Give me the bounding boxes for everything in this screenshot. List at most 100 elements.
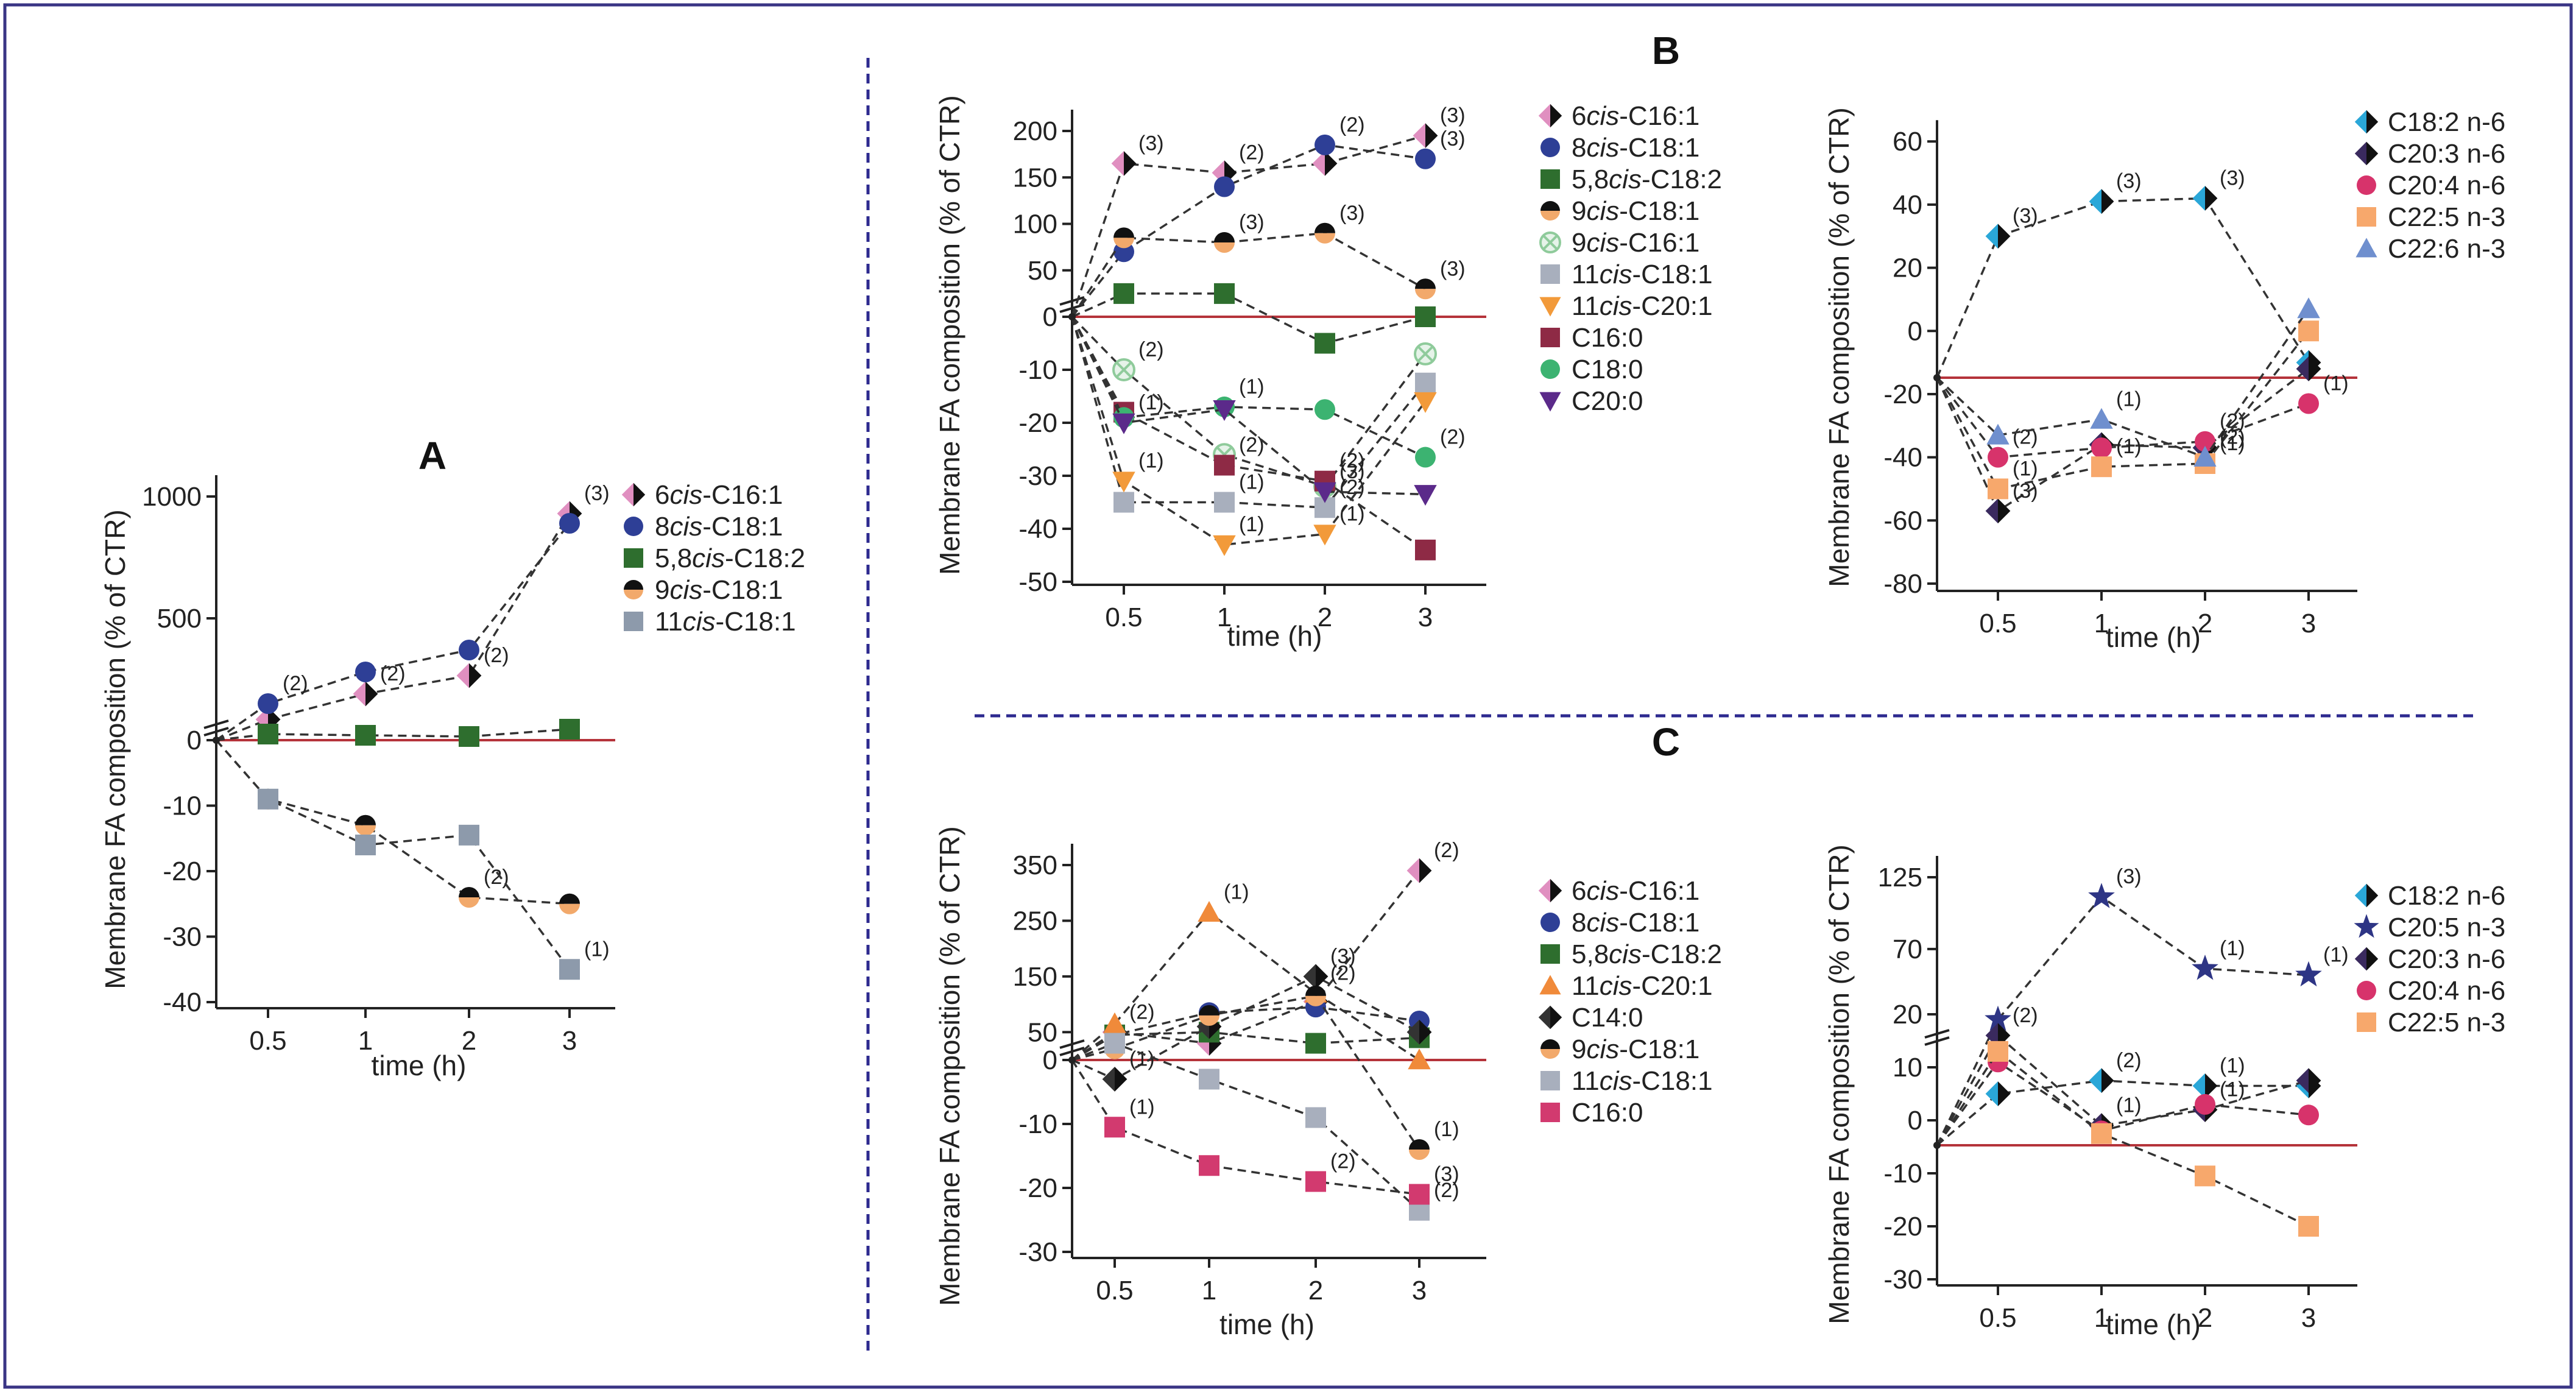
point-annotation: (2) bbox=[484, 866, 509, 889]
data-point bbox=[2297, 297, 2320, 319]
legend-label: C14:0 bbox=[1572, 1003, 1643, 1033]
y-tick-label: 70 bbox=[1893, 934, 1922, 964]
figure-frame bbox=[3, 3, 2573, 1389]
axis-break-mark bbox=[1924, 1029, 1950, 1039]
point-annotation: (2) bbox=[484, 644, 509, 667]
data-point bbox=[2296, 1068, 2321, 1093]
x-tick-label: 3 bbox=[1418, 602, 1433, 632]
legend-label: 6cis-C16:1 bbox=[1572, 876, 1699, 906]
point-annotation: (1) bbox=[1239, 375, 1265, 398]
data-point bbox=[1406, 858, 1432, 883]
legend-label: C20:4 n-6 bbox=[2388, 171, 2505, 200]
series-c18-2-n-6: (3) (3) (3) bbox=[1936, 167, 2321, 378]
point-annotation: (1) bbox=[1239, 513, 1265, 536]
legend-label: C22:5 n-3 bbox=[2388, 202, 2505, 232]
data-point bbox=[1214, 492, 1235, 513]
origin-point bbox=[1068, 1056, 1076, 1064]
legend: 6cis-C16:18cis-C18:15,8cis-C18:29cis-C18… bbox=[1538, 101, 1722, 416]
data-point bbox=[1112, 472, 1135, 493]
x-tick-label: 2 bbox=[1308, 1276, 1323, 1305]
data-point bbox=[1111, 150, 1137, 176]
data-point bbox=[1414, 342, 1437, 366]
legend-swatch bbox=[2357, 981, 2376, 1000]
data-point bbox=[459, 824, 479, 846]
legend-swatch bbox=[1538, 878, 1562, 903]
data-point bbox=[1406, 1019, 1432, 1045]
data-point bbox=[1985, 1081, 2011, 1106]
legend: 6cis-C16:18cis-C18:15,8cis-C18:211cis-C2… bbox=[1538, 876, 1722, 1128]
legend-swatch bbox=[1539, 975, 1561, 995]
series-c20-4-n-6: (2)(2)(1) bbox=[1936, 372, 2349, 468]
point-annotation: (3) bbox=[1440, 104, 1466, 127]
series-9cis-c18-1: (2) bbox=[215, 739, 580, 914]
data-point bbox=[1314, 399, 1335, 420]
point-annotation: (1) bbox=[2220, 1078, 2245, 1101]
point-annotation: (1) bbox=[1239, 471, 1265, 494]
y-tick-label: 50 bbox=[1028, 256, 1057, 286]
legend-label: C16:0 bbox=[1572, 1098, 1643, 1128]
y-axis-title: Membrane FA composition (% of CTR) bbox=[1823, 107, 1855, 587]
series-11cis-c18-1: (1) (2) bbox=[1071, 316, 1436, 518]
legend-label: 8cis-C18:1 bbox=[1572, 133, 1699, 163]
point-annotation: (1) bbox=[2220, 432, 2245, 455]
point-annotation: (3) bbox=[1330, 945, 1356, 968]
data-point bbox=[1413, 123, 1438, 149]
point-annotation: (1) bbox=[2220, 1054, 2245, 1077]
y-tick-label: 20 bbox=[1893, 253, 1922, 283]
series-c14-0: (1) (3) bbox=[1071, 945, 1432, 1092]
point-annotation: (1) bbox=[2323, 372, 2349, 395]
legend-swatch bbox=[1540, 944, 1560, 964]
point-annotation: (2) bbox=[1330, 961, 1356, 984]
data-point bbox=[1415, 539, 1436, 560]
data-point bbox=[1104, 1117, 1125, 1138]
point-annotation: (2) bbox=[1440, 426, 1466, 449]
data-point bbox=[1985, 1005, 2011, 1031]
y-tick-label: -20 bbox=[1018, 1173, 1057, 1203]
legend-swatch bbox=[1540, 1071, 1560, 1090]
data-point bbox=[1313, 482, 1336, 503]
series-c16-0: (1)(2)(3) bbox=[1071, 1059, 1459, 1205]
legend-label: C20:5 n-3 bbox=[2388, 913, 2505, 942]
legend-swatch bbox=[2354, 883, 2379, 908]
point-annotation: (2) bbox=[1129, 1000, 1155, 1023]
data-point bbox=[1214, 176, 1235, 197]
series-c20-0: (1) (3) bbox=[1071, 316, 1437, 506]
data-point bbox=[1988, 478, 2008, 500]
series-line bbox=[1071, 316, 1427, 488]
legend-label: 8cis-C18:1 bbox=[1572, 908, 1699, 938]
data-point bbox=[258, 693, 278, 714]
point-annotation: (1) bbox=[1129, 1048, 1155, 1071]
data-point bbox=[2298, 320, 2319, 342]
data-point bbox=[1314, 134, 1335, 155]
y-tick-label: -10 bbox=[163, 791, 202, 821]
x-tick-label: 2 bbox=[2198, 1303, 2212, 1333]
y-tick-label: 125 bbox=[1878, 863, 1922, 892]
axis-break-mark bbox=[1059, 1039, 1085, 1049]
legend-swatch bbox=[1540, 169, 1560, 189]
data-point bbox=[1415, 148, 1436, 169]
data-point bbox=[1415, 372, 1436, 394]
legend-swatch bbox=[621, 482, 646, 507]
origin-point bbox=[1933, 374, 1941, 381]
data-point bbox=[1305, 1033, 1326, 1054]
data-point bbox=[2195, 431, 2215, 452]
legend-label: 6cis-C16:1 bbox=[655, 480, 783, 510]
data-point bbox=[1985, 224, 2011, 249]
data-point bbox=[1112, 358, 1135, 381]
data-point bbox=[2195, 1093, 2215, 1115]
point-annotation: (3) bbox=[1434, 1163, 1459, 1186]
legend-swatch bbox=[2357, 1012, 2376, 1032]
data-point bbox=[355, 835, 376, 855]
data-point bbox=[1199, 1155, 1219, 1176]
point-annotation: (2) bbox=[1138, 338, 1164, 361]
data-point bbox=[1305, 1171, 1326, 1192]
y-tick-label: -30 bbox=[163, 922, 202, 952]
x-axis-title: time (h) bbox=[2106, 1309, 2201, 1340]
x-tick-label: 0.5 bbox=[1979, 609, 2016, 638]
data-point bbox=[1415, 306, 1436, 327]
data-point bbox=[1303, 964, 1329, 989]
series-c20-5-n-3: (3) (1) (1) bbox=[1936, 865, 2349, 1146]
point-annotation: (3) bbox=[2116, 865, 2142, 888]
legend-label: 5,8cis-C18:2 bbox=[655, 543, 805, 573]
